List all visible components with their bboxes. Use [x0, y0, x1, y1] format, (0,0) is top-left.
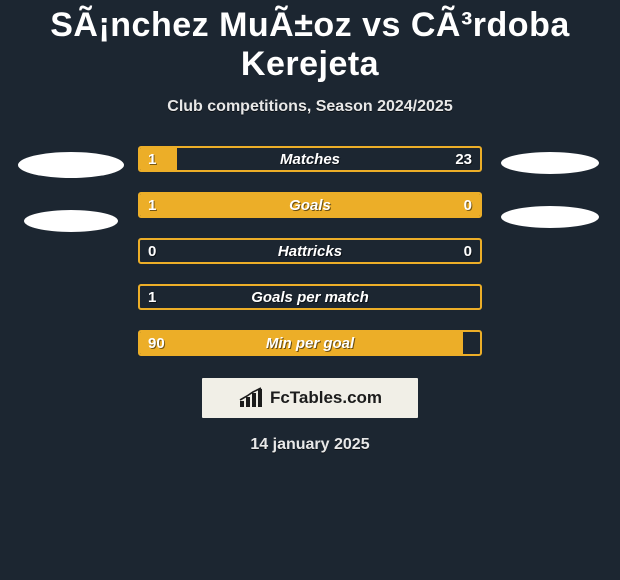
right-profile-col	[482, 146, 617, 228]
stat-bar: 10Goals	[138, 192, 482, 218]
profile-ellipse	[24, 210, 118, 232]
date-line: 14 january 2025	[0, 436, 620, 454]
stat-label: Hattricks	[140, 240, 480, 262]
bar-fill-left	[140, 332, 463, 354]
stat-value-right: 0	[464, 194, 472, 216]
page-subtitle: Club competitions, Season 2024/2025	[0, 98, 620, 116]
left-profile-col	[3, 146, 138, 232]
stat-value-left: 1	[148, 286, 156, 308]
stat-bar: 1Goals per match	[138, 284, 482, 310]
stat-bars: 123Matches10Goals00Hattricks1Goals per m…	[138, 146, 482, 356]
stat-label: Goals per match	[140, 286, 480, 308]
stat-bar: 90Min per goal	[138, 330, 482, 356]
stat-bar: 1 23Matches	[138, 146, 482, 172]
bar-fill-left	[140, 148, 177, 170]
profile-ellipse	[501, 152, 599, 174]
brand-chart-icon	[238, 387, 266, 409]
comparison-infographic: SÃ¡nchez MuÃ±oz vs CÃ³rdoba Kerejeta Clu…	[0, 0, 620, 454]
stat-bar: 0 0Hattricks	[138, 238, 482, 264]
brand-box: FcTables.com	[202, 378, 418, 418]
main-row: 123Matches10Goals00Hattricks1Goals per m…	[0, 146, 620, 356]
stat-value-left: 0	[148, 240, 156, 262]
stat-value-left: 1	[148, 194, 156, 216]
bar-fill-left	[140, 194, 402, 216]
stat-value-left: 1	[148, 148, 156, 170]
stat-label: Matches	[140, 148, 480, 170]
stat-value-left: 90	[148, 332, 165, 354]
brand-text: FcTables.com	[270, 388, 382, 408]
page-title: SÃ¡nchez MuÃ±oz vs CÃ³rdoba Kerejeta	[0, 6, 620, 84]
profile-ellipse	[501, 206, 599, 228]
stat-value-right: 23	[455, 148, 472, 170]
stat-value-right: 0	[464, 240, 472, 262]
profile-ellipse	[18, 152, 124, 178]
